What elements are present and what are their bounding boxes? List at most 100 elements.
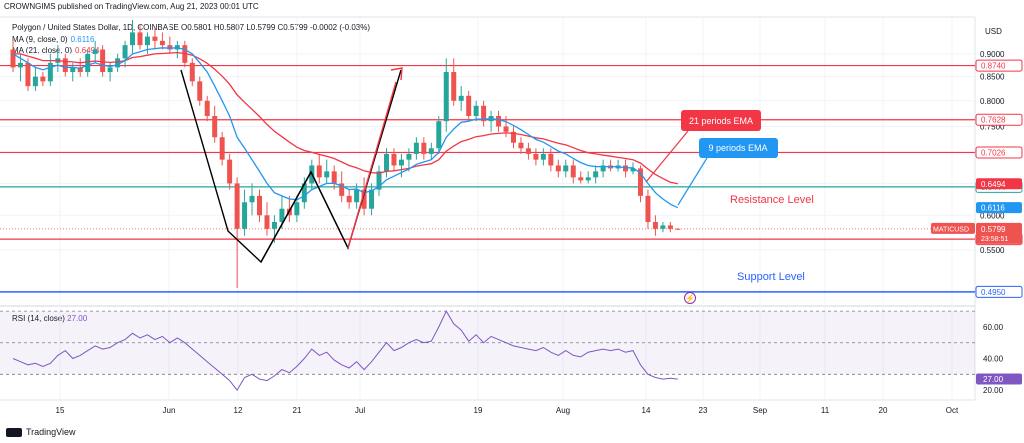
level-tag (975, 285, 1023, 298)
candle-body (675, 228, 681, 230)
rsi-legend: RSI (14, close) 27.00 (12, 314, 87, 323)
candle-body (413, 142, 419, 154)
candle-body (159, 40, 165, 46)
support-level-label: Support Level (737, 271, 805, 283)
rsi-legend-label: RSI (14, close) (12, 314, 65, 323)
candle-body (376, 171, 382, 190)
candle-body (369, 189, 375, 209)
candle-body (204, 100, 210, 116)
y-tick-label: 0.8000 (980, 97, 1005, 106)
candle-body (391, 153, 397, 166)
w-pattern-line (180, 69, 402, 264)
candle-body (406, 153, 412, 160)
y-tick-label: 0.5500 (980, 246, 1005, 255)
candle-body (197, 81, 203, 101)
rsi-last-value: 27.00 (983, 375, 1004, 384)
candle-body (593, 171, 599, 178)
candle-body (324, 171, 330, 178)
candle-body (32, 76, 38, 87)
x-tick-label: 15 (56, 406, 65, 415)
candle-body (122, 45, 128, 59)
event-marker-icon[interactable] (684, 292, 696, 304)
rsi-line (12, 310, 678, 391)
last-price-tag (976, 222, 1022, 244)
time-axis: 15 Jun 12 21 Jul 19 Aug 14 23 Sep 11 20 Oct (56, 406, 959, 415)
footer: TradingView (6, 427, 76, 437)
ema9-legend: MA (9, close, 0) 0.6116 (12, 35, 94, 44)
currency-label: USD (985, 27, 1002, 36)
annotations: 21 periods EMA 9 periods EMA Resistance … (645, 110, 814, 304)
price-axis: 0.90000.85000.80000.75000.70000.65000.60… (980, 50, 1005, 395)
horizontal-levels (0, 64, 975, 293)
ema9-callout-text: 9 periods EMA (708, 143, 767, 153)
candle-body (548, 153, 554, 166)
x-tick-label: Aug (556, 406, 570, 415)
candle-body (316, 165, 322, 178)
candle-body (578, 177, 584, 181)
y-tick-label: 0.8500 (980, 73, 1005, 82)
x-tick-label: 14 (642, 406, 651, 415)
candle-body (167, 45, 173, 50)
candle-body (115, 58, 121, 68)
candle-body (510, 131, 516, 143)
resistance-level-label: Resistance Level (730, 194, 814, 206)
tradingview-logo-icon (6, 427, 22, 437)
candle-body (428, 148, 434, 154)
rsi-tick-label: 20.00 (983, 386, 1004, 395)
candle-body (660, 225, 666, 229)
x-tick-label: 23 (699, 406, 708, 415)
level-tag (975, 146, 1023, 159)
candle-body (525, 148, 531, 154)
ema21-callout-pointer (645, 130, 689, 183)
candle-body (421, 142, 427, 154)
candle-body (264, 215, 270, 229)
x-tick-label: Jun (163, 406, 176, 415)
rsi-legend-value: 27.00 (67, 314, 88, 323)
candle-body (637, 168, 643, 196)
ema21-line (13, 51, 678, 185)
x-tick-label: 12 (234, 406, 243, 415)
candle-body (600, 165, 606, 172)
rsi-tick-label: 60.00 (983, 323, 1004, 332)
level-tag (975, 113, 1023, 126)
ema9-line (12, 47, 679, 209)
footer-brand: TradingView (26, 427, 76, 437)
symbol-tag-text: MATICUSD (933, 226, 969, 233)
candle-body (189, 62, 195, 82)
ema21-legend-label: MA (21, close, 0) (12, 46, 73, 55)
ema21-callout-box (681, 110, 761, 131)
grid (0, 17, 975, 400)
candle-body (152, 36, 158, 41)
candle-body (227, 159, 233, 184)
level-tag-value: 0.7026 (981, 148, 1006, 157)
candle-body (92, 49, 98, 54)
candle-body (398, 159, 404, 166)
candle-body (481, 105, 487, 122)
candle-body (100, 49, 106, 72)
breakout-arrowhead (390, 67, 403, 81)
candle-body (219, 137, 225, 160)
candles (10, 20, 681, 288)
indicator-tag-value: 0.6494 (981, 180, 1006, 189)
y-tick-label: 0.9000 (980, 50, 1005, 59)
candle-body (301, 183, 307, 203)
candle-body (85, 53, 91, 72)
candle-body (533, 153, 539, 160)
candle-body (10, 49, 16, 68)
x-tick-label: Oct (946, 406, 959, 415)
rsi-panel (0, 310, 975, 391)
candle-body (436, 121, 442, 149)
candle-body (17, 62, 23, 68)
candle-body (346, 195, 352, 203)
candle-body (466, 95, 472, 116)
y-tick-label: 0.6000 (980, 211, 1005, 220)
candle-body (130, 32, 136, 46)
candle-body (25, 62, 31, 87)
candle-body (630, 168, 636, 172)
symbol-legend: Polygon / United States Dollar, 1D, COIN… (12, 23, 370, 32)
candle-body (563, 165, 569, 172)
level-tag-value: 0.7628 (981, 116, 1006, 125)
candle-body (645, 195, 651, 222)
publisher-header: CROWNGIMS published on TradingView.com, … (4, 2, 259, 11)
